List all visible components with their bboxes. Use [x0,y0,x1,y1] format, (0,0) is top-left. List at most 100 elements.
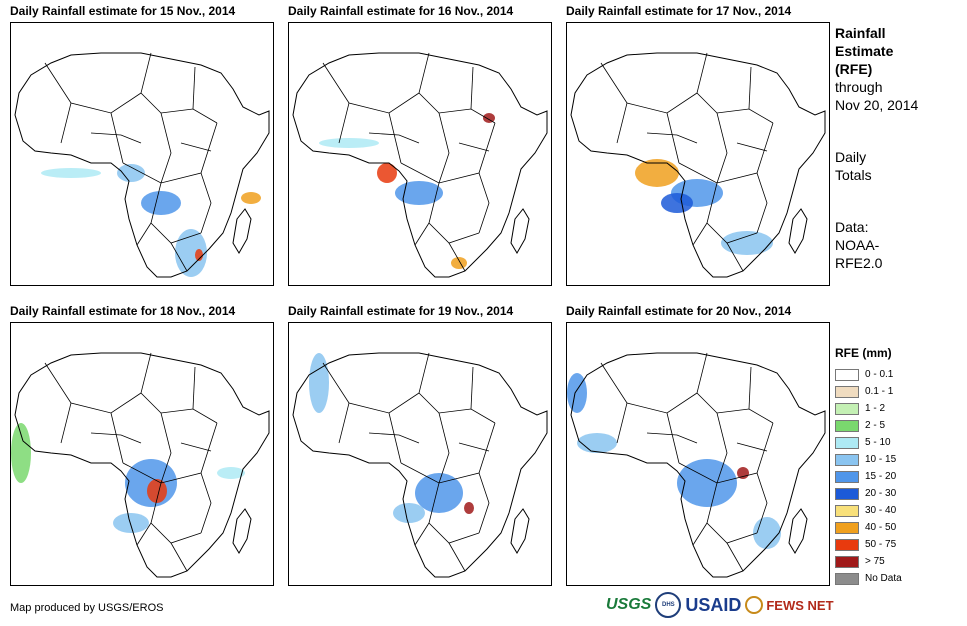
rainfall-area [117,164,145,182]
through-date: Nov 20, 2014 [835,97,919,113]
legend-label: No Data [865,573,902,584]
legend-label: 0.1 - 1 [865,386,894,397]
country-border [756,172,768,234]
rainfall-area [147,479,167,503]
legend-label: 20 - 30 [865,488,897,499]
rainfall-area [11,423,31,483]
country-border [736,442,768,452]
legend-item: 5 - 10 [835,434,965,451]
data-label: Data: [835,219,869,235]
country-border [60,102,72,144]
rainfall-map [566,322,830,586]
legend-item: 0 - 0.1 [835,366,965,383]
country-border [666,112,680,164]
country-border [400,422,496,484]
country-border [90,432,142,444]
panel-title: Daily Rainfall estimate for 17 Nov., 201… [566,4,792,18]
legend-item: No Data [835,570,965,587]
legend-swatch [835,453,859,466]
country-border [140,52,152,94]
country-border [616,402,628,444]
coastline [14,352,270,578]
country-border [60,402,72,444]
country-border [180,142,212,152]
country-border [706,182,758,244]
legend-swatch [835,487,859,500]
rainfall-area [393,503,425,523]
legend: RFE (mm) 0 - 0.1 0.1 - 1 1 - 2 2 - 5 5 - 10 1… [835,346,965,587]
country-border [136,522,152,546]
data-source-2: RFE2.0 [835,255,883,271]
country-border [696,92,774,124]
legend-swatch [835,555,859,568]
country-border [110,112,124,164]
totals-label: Totals [835,167,872,183]
legend-swatch [835,470,859,483]
country-border [192,366,196,410]
country-border [160,112,172,184]
rainfall-map [10,322,274,586]
country-border [140,92,218,124]
title-line-1: Rainfall [835,25,886,41]
country-border [470,366,474,410]
country-border [458,442,490,452]
country-border [646,132,698,144]
panel-title: Daily Rainfall estimate for 16 Nov., 201… [288,4,514,18]
coastline [292,352,548,578]
country-border [140,392,218,424]
rainfall-area [395,181,443,205]
legend-label: 10 - 15 [865,454,897,465]
rainfall-area [677,459,737,507]
country-border [726,542,744,572]
country-border [600,362,698,414]
rainfall-area [451,257,467,269]
rainfall-map [288,22,552,286]
country-border [438,112,450,184]
legend-item: > 75 [835,553,965,570]
panel-title: Daily Rainfall estimate for 15 Nov., 201… [10,4,236,18]
country-border [170,242,188,272]
country-border [150,182,202,244]
country-border [696,392,774,424]
country-border [692,522,708,546]
legend-item: 10 - 15 [835,451,965,468]
country-border [666,412,680,464]
rainfall-area [195,249,203,261]
rainfall-area [661,193,693,213]
legend-item: 30 - 40 [835,502,965,519]
rainfall-area [309,353,329,413]
rainfall-area [377,163,397,183]
legend-swatch [835,538,859,551]
rainfall-area [483,113,495,123]
country-border [716,412,728,484]
globe-icon [745,596,764,614]
country-border [200,172,212,234]
madagascar-outline [510,508,530,554]
country-border [748,366,752,410]
country-border [458,142,490,152]
rainfall-area [241,192,261,204]
country-border [414,222,430,246]
legend-item: 40 - 50 [835,519,965,536]
country-border [478,172,490,234]
rainfall-area [41,168,101,178]
through-label: through [835,79,883,95]
panel-title: Daily Rainfall estimate for 20 Nov., 201… [566,304,792,318]
dhs-seal-logo: DHS [655,592,682,618]
rainfall-map [10,22,274,286]
country-border [368,432,420,444]
legend-label: 0 - 0.1 [865,369,894,380]
madagascar-outline [232,508,252,554]
country-border [428,482,480,544]
usgs-logo: USGS [606,596,652,613]
country-border [600,62,698,114]
daily-label: Daily [835,149,867,165]
legend-label: 30 - 40 [865,505,897,516]
country-border [160,412,172,484]
country-border [368,132,420,144]
madagascar-outline [232,208,252,254]
country-border [428,182,480,244]
country-border [756,472,768,534]
country-border [110,412,124,464]
country-border [706,482,758,544]
